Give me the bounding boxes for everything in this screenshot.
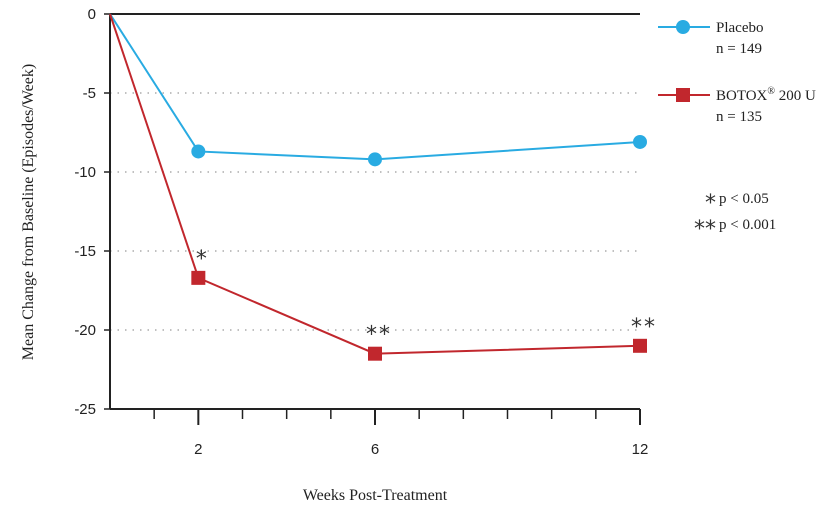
legend-placebo-n: n = 149	[716, 41, 762, 57]
y-tick-label: -20	[74, 322, 96, 339]
legend-botox-label: BOTOX® 200 U	[716, 86, 816, 104]
y-axis-title: Mean Change from Baseline (Episodes/Week…	[20, 64, 37, 360]
x-tick-label: 6	[371, 441, 379, 458]
series-lines	[109, 13, 647, 361]
data-point-botox	[191, 270, 206, 285]
data-point-placebo	[633, 134, 647, 149]
sig-key-symbol-2: **	[694, 217, 716, 242]
data-point-botox	[633, 338, 647, 353]
series-line-botox	[109, 13, 641, 355]
significance-annotation: *	[196, 247, 209, 272]
sig-key-text-2: p < 0.001	[719, 217, 776, 233]
significance-annotations: *** **	[196, 247, 657, 348]
sig-key-text-1: p < 0.05	[719, 191, 769, 207]
y-tick-label: 0	[88, 6, 96, 23]
legend-item-botox: BOTOX® 200 U n = 135	[658, 86, 816, 125]
x-tick-label: 12	[632, 441, 649, 458]
x-axis-ticks: 2 6 12	[153, 409, 649, 458]
grid-lines	[110, 92, 640, 331]
data-point-botox	[368, 346, 382, 361]
significance-annotation: **	[366, 323, 392, 348]
legend-botox-n: n = 135	[716, 109, 762, 125]
legend-item-placebo: Placebo n = 149	[658, 20, 763, 57]
x-axis-title: Weeks Post-Treatment	[303, 487, 448, 504]
y-axis-ticks: 0 -5 -10 -15 -20 -25	[74, 6, 110, 418]
significance-key: * p < 0.05 ** p < 0.001	[694, 191, 776, 242]
sig-key-symbol-1: *	[705, 191, 716, 216]
significance-annotation: **	[631, 315, 657, 340]
legend-botox-marker	[676, 88, 690, 102]
data-point-placebo	[368, 152, 382, 167]
y-tick-label: -5	[83, 85, 96, 102]
data-point-placebo	[191, 144, 206, 159]
x-tick-label: 2	[194, 441, 202, 458]
legend-placebo-label: Placebo	[716, 20, 763, 36]
y-tick-label: -15	[74, 243, 96, 260]
series-line-placebo	[109, 13, 641, 161]
legend: Placebo n = 149 BOTOX® 200 U n = 135	[658, 20, 816, 125]
y-tick-label: -10	[74, 164, 96, 181]
legend-placebo-marker	[676, 20, 690, 34]
y-tick-label: -25	[74, 401, 96, 418]
